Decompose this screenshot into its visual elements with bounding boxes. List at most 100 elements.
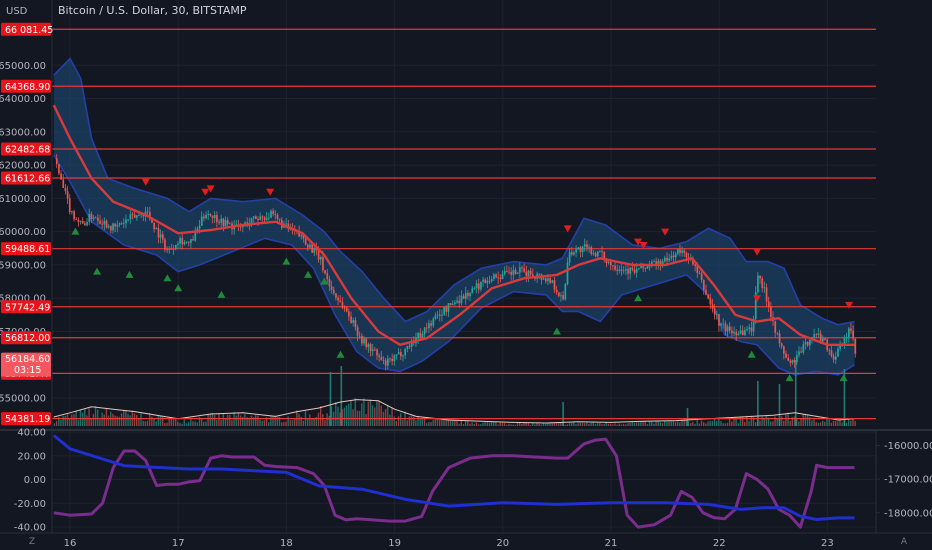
- candle-body: [744, 330, 746, 336]
- volume-spike: [778, 384, 781, 426]
- volume-bar: [635, 422, 638, 426]
- volume-bar: [685, 420, 688, 426]
- volume-bar: [246, 417, 248, 426]
- timezone-icon[interactable]: Z: [29, 537, 35, 547]
- volume-bar: [456, 420, 458, 426]
- volume-bar: [68, 418, 71, 426]
- y-tick-label: 58000.00: [0, 294, 46, 305]
- volume-bar: [94, 406, 97, 426]
- candle-body: [369, 344, 372, 352]
- volume-bar: [77, 419, 79, 426]
- volume-bar: [402, 419, 404, 426]
- volume-bar: [677, 421, 679, 426]
- candle-body: [796, 355, 798, 363]
- volume-bar: [594, 423, 597, 426]
- candle-body: [780, 343, 783, 347]
- volume-bar: [560, 422, 562, 426]
- volume-bar: [495, 421, 497, 426]
- candle-body: [268, 217, 270, 219]
- candle-body: [60, 173, 62, 180]
- candle-body: [367, 344, 370, 347]
- candle-body: [380, 356, 383, 361]
- volume-bar: [826, 419, 828, 426]
- candle-body: [839, 345, 842, 349]
- volume-bar: [255, 415, 257, 426]
- candle-body: [255, 216, 257, 219]
- volume-bar: [449, 420, 452, 426]
- candle-body: [568, 252, 571, 263]
- volume-bar: [698, 423, 701, 426]
- volume-bar: [536, 422, 538, 426]
- volume-bar: [700, 420, 703, 426]
- volume-bar: [200, 418, 203, 426]
- volume-bar: [434, 418, 437, 426]
- candle-body: [449, 303, 452, 306]
- candle-body: [213, 215, 216, 218]
- volume-bar: [293, 419, 296, 426]
- candle-body: [512, 269, 515, 275]
- volume-bar: [471, 422, 473, 426]
- volume-bar: [655, 421, 657, 426]
- candle-body: [605, 259, 608, 264]
- volume-bar: [88, 408, 90, 426]
- candle-body: [62, 179, 65, 188]
- candle-body: [159, 234, 162, 238]
- price-level-tag-bg: [1, 171, 51, 185]
- volume-bar: [410, 415, 413, 426]
- volume-bar: [588, 423, 590, 426]
- candle-body: [404, 348, 407, 356]
- volume-bar: [112, 413, 114, 426]
- candle-body: [304, 238, 307, 245]
- candle-body: [575, 249, 577, 253]
- price-level-tag-bg: [1, 331, 51, 345]
- volume-bar: [728, 419, 731, 426]
- candle-body: [709, 298, 712, 305]
- volume-bar: [309, 414, 311, 426]
- candle-body: [594, 253, 597, 257]
- candle-body: [679, 249, 681, 253]
- candle-body: [573, 252, 575, 255]
- volume-bar: [532, 423, 534, 426]
- volume-bar: [614, 423, 616, 426]
- volume-bar: [337, 406, 339, 426]
- candle-body: [105, 220, 108, 228]
- volume-bar: [252, 416, 255, 426]
- volume-bar: [313, 418, 315, 426]
- candle-body: [832, 356, 835, 360]
- auto-scale-icon[interactable]: A: [901, 537, 908, 547]
- volume-bar: [285, 421, 287, 426]
- volume-bar: [127, 413, 129, 426]
- candle-body: [659, 260, 662, 266]
- candle-body: [460, 295, 463, 304]
- volume-bar: [607, 423, 610, 426]
- candle-body: [456, 300, 458, 303]
- volume-bar: [763, 417, 765, 426]
- sell-signal-marker: [141, 178, 150, 186]
- candle-body: [58, 164, 60, 174]
- osc-right-tick-label: -18000.00: [884, 508, 932, 519]
- candle-body: [519, 267, 521, 273]
- candle-body: [852, 330, 854, 339]
- candle-body: [112, 223, 114, 231]
- candle-body: [763, 287, 766, 289]
- volume-bar: [542, 422, 545, 426]
- volume-bar: [395, 421, 398, 426]
- candle-body: [259, 216, 262, 221]
- candle-body: [358, 335, 361, 337]
- volume-bar: [326, 413, 328, 426]
- candle-body: [627, 268, 629, 274]
- volume-bar: [503, 423, 506, 426]
- candle-body: [618, 269, 621, 271]
- candle-body: [787, 357, 790, 361]
- candle-body: [475, 283, 478, 289]
- volume-bar: [138, 418, 140, 426]
- volume-bar: [317, 412, 320, 426]
- price-level-tag: 62482.68: [1, 142, 51, 156]
- candle-body: [473, 288, 476, 289]
- candle-body: [148, 212, 151, 219]
- volume-bar: [599, 423, 601, 426]
- price-level-tag-bg: [1, 242, 51, 256]
- candle-body: [200, 216, 203, 226]
- volume-bar: [458, 423, 460, 426]
